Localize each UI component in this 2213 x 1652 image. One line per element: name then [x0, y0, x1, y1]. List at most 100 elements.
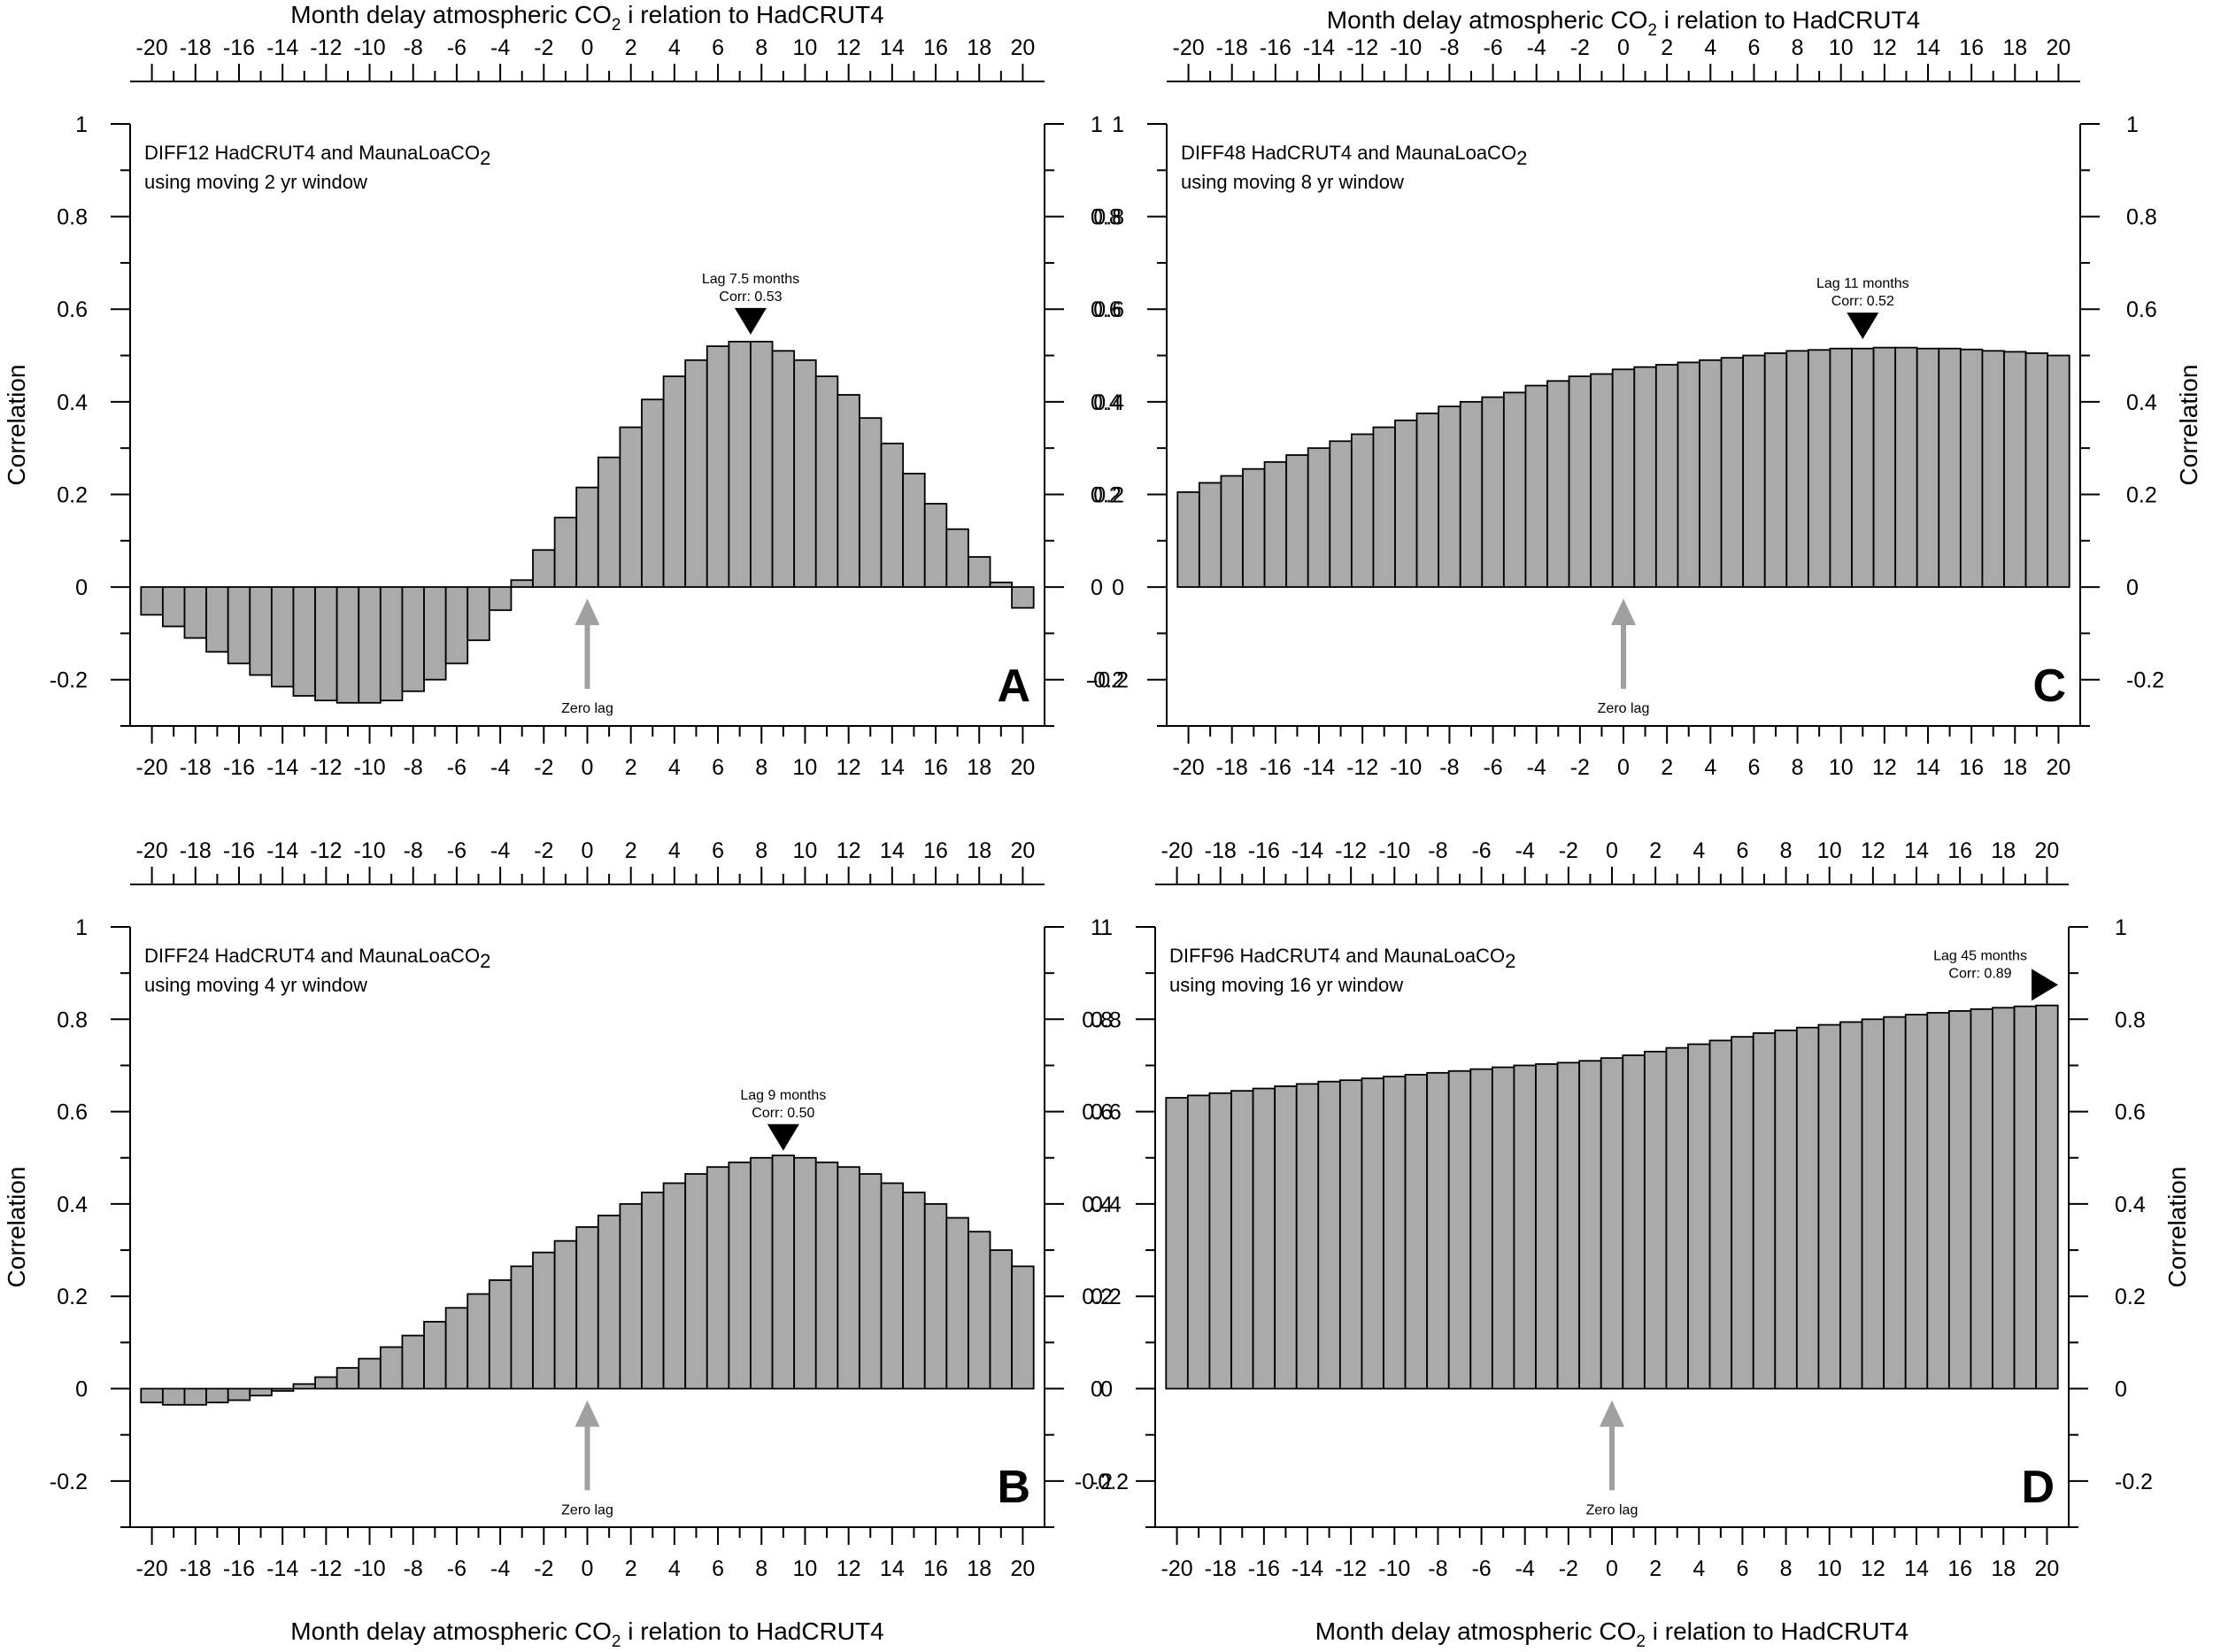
x-tick-label: 0 — [582, 838, 594, 863]
bar — [837, 1166, 860, 1390]
x-axis-title: Month delay atmospheric CO2 i relation t… — [290, 1617, 883, 1651]
x-tick-label: 20 — [2035, 1556, 2060, 1581]
x-tick-label: 14 — [880, 838, 905, 863]
x-tick-label: -10 — [1378, 1556, 1410, 1581]
x-tick-label: -2 — [1559, 838, 1578, 863]
y-tick-label: -0.2 — [2115, 1470, 2153, 1494]
x-tick-label: -10 — [353, 1556, 385, 1581]
bar — [292, 586, 316, 697]
bar — [793, 1156, 817, 1390]
x-tick-label: -18 — [1205, 1556, 1237, 1581]
x-tick-label: 2 — [625, 755, 637, 780]
x-tick-label: -4 — [490, 35, 510, 60]
bar — [641, 398, 665, 588]
x-tick-label: 18 — [1991, 838, 2016, 863]
x-tick-label: -16 — [1248, 838, 1280, 863]
y-tick-label: 1 — [75, 112, 88, 137]
y-tick-label: 0.4 — [57, 390, 88, 415]
bar — [1763, 352, 1788, 588]
x-axis-title: Month delay atmospheric CO2 i relation t… — [290, 1, 883, 35]
x-tick-label: -8 — [404, 35, 423, 60]
bar — [1938, 347, 1962, 588]
y-tick-label: 0.2 — [2115, 1285, 2146, 1309]
bar — [880, 1182, 905, 1390]
bar — [401, 586, 425, 692]
bar — [1491, 1066, 1515, 1390]
x-tick-label: -4 — [490, 1556, 510, 1581]
bar — [1556, 1061, 1581, 1390]
x-tick-label: 8 — [755, 838, 767, 863]
x-tick-label: -6 — [447, 838, 467, 863]
bar — [1633, 366, 1657, 588]
x-tick-label: 16 — [1947, 1556, 1972, 1581]
x-tick-label: -12 — [310, 755, 342, 780]
x-tick-label: -6 — [1471, 838, 1491, 863]
x-tick-label: -12 — [1335, 838, 1367, 863]
x-tick-label: -14 — [1292, 1556, 1323, 1581]
x-tick-label: -14 — [1303, 35, 1335, 60]
bar — [1992, 1007, 2016, 1390]
bar — [314, 586, 338, 702]
x-tick-label: 14 — [1916, 35, 1940, 60]
x-tick-label: -20 — [1161, 1556, 1193, 1581]
bar — [771, 350, 796, 588]
bar — [1252, 1087, 1276, 1390]
x-tick-label: 18 — [2002, 35, 2027, 60]
bar — [2013, 1005, 2038, 1390]
bar — [532, 1251, 556, 1390]
x-tick-label: -14 — [266, 755, 298, 780]
bar — [684, 359, 708, 588]
bar — [227, 1387, 251, 1401]
bar — [706, 345, 730, 588]
bar — [270, 586, 295, 688]
x-tick-label: -10 — [1390, 755, 1422, 780]
bar — [902, 1191, 926, 1390]
x-axis-title: Month delay atmospheric CO2 i relation t… — [1327, 6, 1920, 40]
x-tick-label: -6 — [1471, 1556, 1491, 1581]
x-tick-label: -16 — [223, 35, 255, 60]
y-tick-label: 0.6 — [1091, 297, 1122, 322]
x-tick-label: 2 — [1649, 838, 1662, 863]
bar — [205, 1387, 229, 1404]
bar — [728, 340, 752, 588]
panel-title: DIFF24 HadCRUT4 and MaunaLoaCO2 — [144, 945, 490, 972]
zero-lag-arrowhead — [574, 598, 600, 626]
bar — [1242, 467, 1266, 588]
bar — [968, 1231, 991, 1390]
x-tick-label: 4 — [668, 35, 681, 60]
x-tick-label: 10 — [793, 755, 818, 780]
x-tick-label: 12 — [1861, 1556, 1885, 1581]
bar — [728, 1162, 752, 1390]
bar — [140, 586, 164, 616]
y-tick-label: 0 — [2115, 1378, 2127, 1402]
bar — [945, 1216, 969, 1390]
bar — [880, 443, 905, 588]
x-tick-label: -2 — [1570, 35, 1590, 60]
panel-subtitle: using moving 4 yr window — [144, 974, 367, 996]
bar — [859, 1173, 883, 1390]
bar — [444, 586, 469, 665]
y-tick-label: 0.8 — [1093, 205, 1124, 230]
x-tick-label: 4 — [1704, 35, 1716, 60]
zero-lag-arrowhead — [574, 1400, 600, 1427]
x-tick-label: 14 — [880, 35, 905, 60]
y-tick-label: 1 — [2126, 112, 2139, 137]
chart-panel-c: -0.2 -0.20 00.2 0.20.4 0.40.6 0.60.8 0.81 1-20-… — [1086, 6, 2202, 780]
bar — [161, 1387, 186, 1406]
bar — [1807, 349, 1831, 588]
x-tick-label: -4 — [490, 755, 510, 780]
x-tick-label: -20 — [136, 1556, 168, 1581]
y-tick-label: 0.2 — [1093, 482, 1124, 507]
bar — [292, 1383, 316, 1390]
bar — [140, 1387, 164, 1404]
y-tick-label: 1 — [2115, 915, 2127, 940]
bar — [1959, 348, 1984, 588]
x-tick-label: -2 — [534, 755, 553, 780]
y-tick-label: 0.4 — [1082, 1193, 1113, 1217]
bar — [1502, 391, 1527, 588]
peak-marker — [734, 307, 767, 335]
bar — [1742, 354, 1766, 588]
bar — [1317, 1080, 1341, 1390]
chart-panel-d: -0.2 -0.20 00.2 0.20.4 0.40.6 0.60.8 0.81 1-20-… — [1075, 838, 2191, 1651]
bar — [1208, 1092, 1232, 1390]
